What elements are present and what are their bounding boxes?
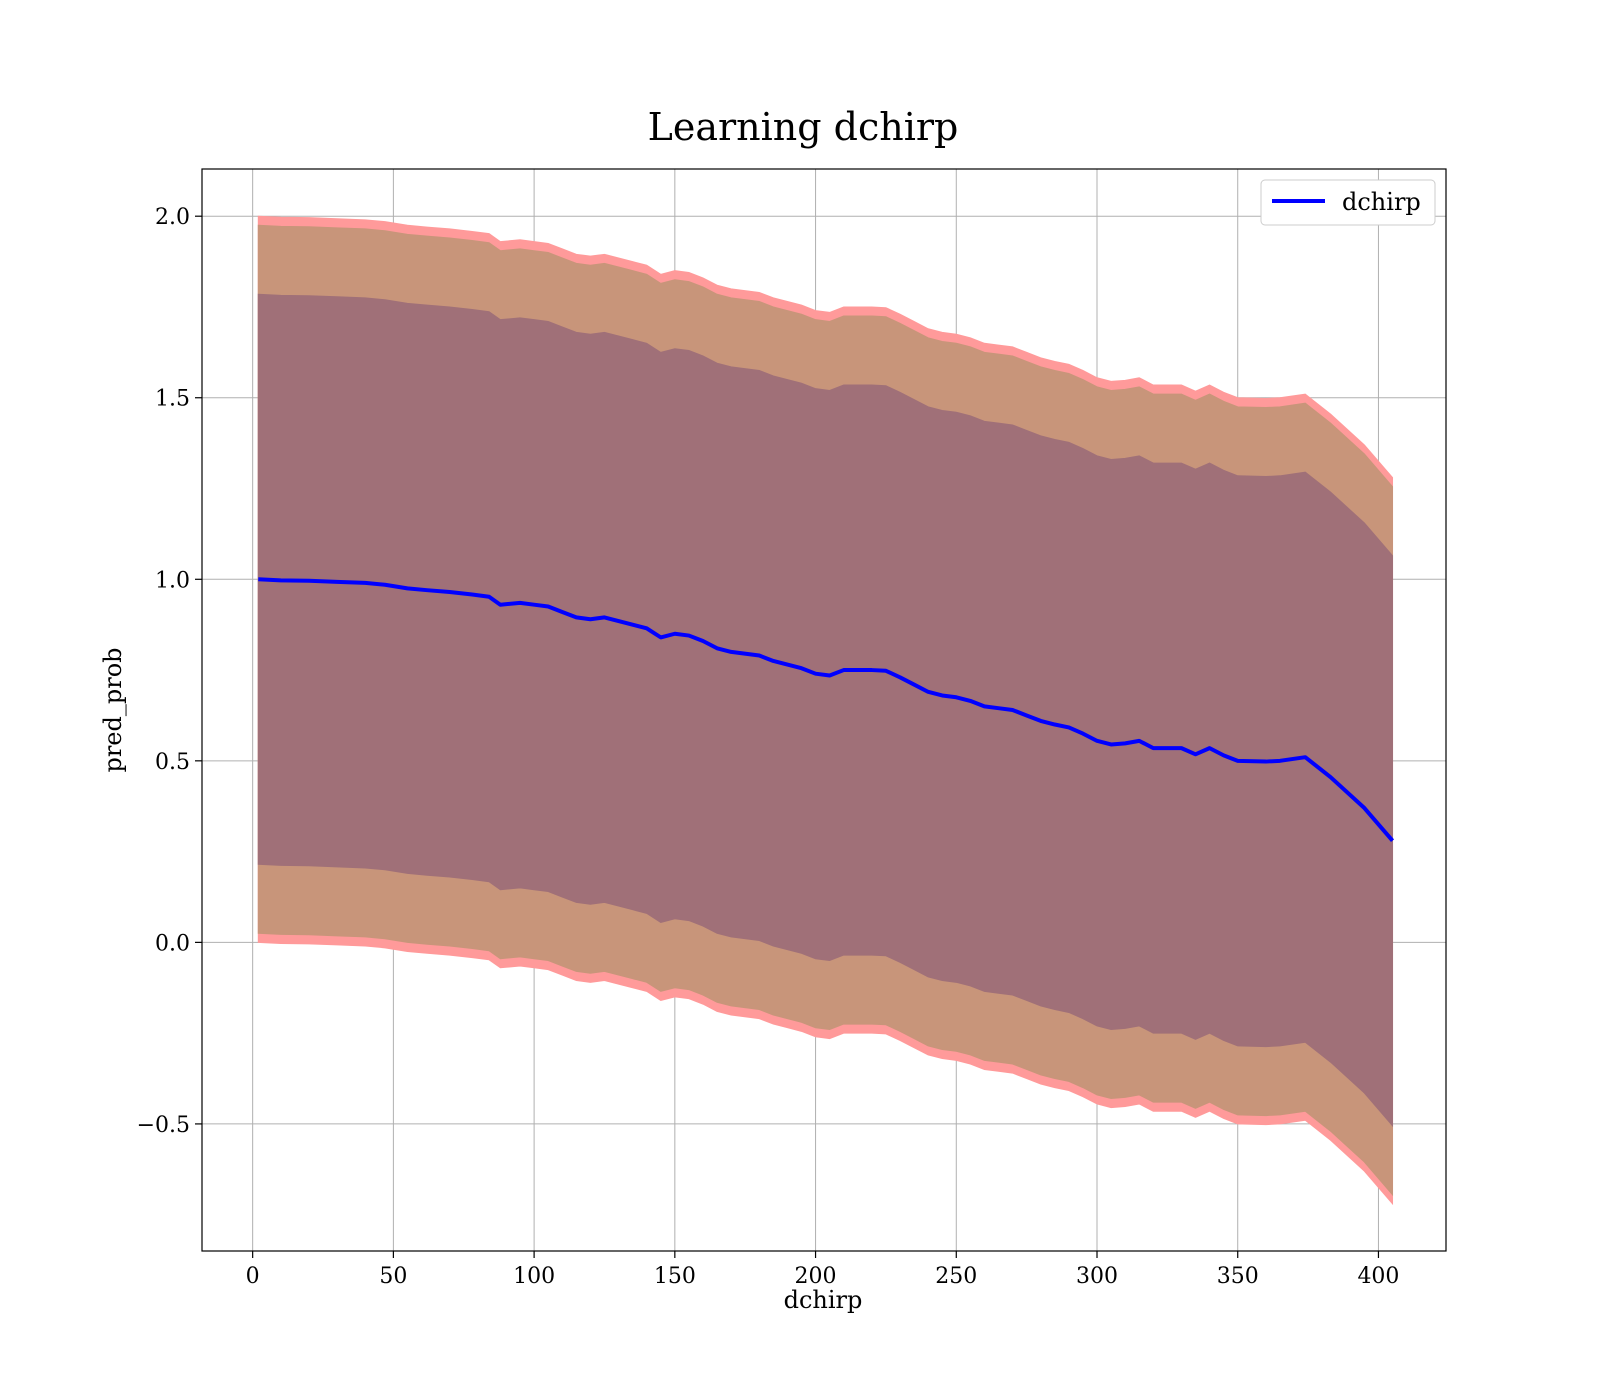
y-tick-label: 1.5	[155, 387, 190, 412]
y-tick-label: −0.5	[137, 1113, 190, 1138]
y-tick-label: 1.0	[155, 568, 190, 593]
line-layer	[258, 577, 1395, 843]
x-tick-label: 150	[654, 1264, 696, 1289]
series-line-dchirp	[258, 577, 1395, 843]
legend-box	[1260, 179, 1436, 226]
x-tick-label: 350	[1217, 1264, 1259, 1289]
x-tick-layer: 0 50 100 150 200 250 300 350 400	[246, 1251, 1399, 1289]
band-layer	[257, 215, 1394, 1206]
band-inner	[257, 293, 1394, 1128]
y-axis-label: pred_prob	[99, 647, 127, 772]
x-tick-label: 0	[246, 1264, 260, 1289]
x-tick-label: 400	[1357, 1264, 1399, 1289]
legend: dchirp	[1260, 179, 1436, 226]
x-tick-label: 50	[379, 1264, 407, 1289]
x-axis-label: dchirp	[784, 1286, 863, 1314]
y-tick-label: 0.5	[155, 750, 190, 775]
x-tick-label: 200	[795, 1264, 837, 1289]
y-tick-layer: −0.5 0.0 0.5 1.0 1.5 2.0	[137, 205, 202, 1138]
x-tick-label: 100	[513, 1264, 555, 1289]
x-tick-label: 250	[935, 1264, 977, 1289]
y-tick-label: 2.0	[155, 205, 190, 230]
x-tick-label: 300	[1076, 1264, 1118, 1289]
plot-area-frame	[201, 168, 1447, 1252]
chart-title: Learning dchirp	[648, 105, 959, 149]
y-tick-label: 0.0	[155, 931, 190, 956]
legend-entry-dchirp: dchirp	[1342, 188, 1421, 216]
